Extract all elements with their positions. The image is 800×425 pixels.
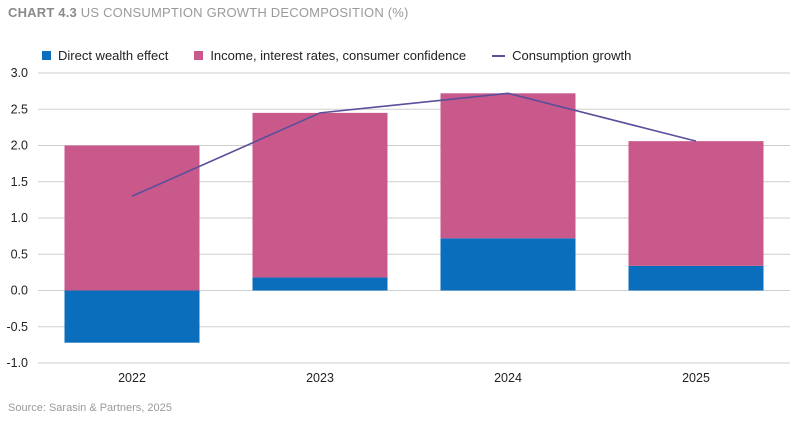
source-note: Source: Sarasin & Partners, 2025	[8, 402, 172, 414]
y-tick-label: 0.0	[11, 284, 28, 298]
bar-income	[628, 141, 764, 266]
bar-direct-wealth	[252, 277, 388, 291]
x-tick-label: 2022	[118, 371, 146, 385]
legend-item-income: Income, interest rates, consumer confide…	[194, 48, 466, 63]
y-tick-label: 3.0	[11, 66, 28, 80]
bar-income	[64, 145, 200, 291]
chart-title-text: US CONSUMPTION GROWTH DECOMPOSITION (%)	[80, 5, 409, 20]
bar-income	[252, 112, 388, 278]
y-tick-label: 0.5	[11, 247, 28, 261]
bar-income	[440, 93, 576, 239]
y-tick-label: 1.5	[11, 175, 28, 189]
legend: Direct wealth effect Income, interest ra…	[42, 48, 657, 63]
y-tick-label: 2.0	[11, 139, 28, 153]
chart-title: CHART 4.3 US CONSUMPTION GROWTH DECOMPOS…	[8, 5, 409, 20]
y-tick-label: 2.5	[11, 102, 28, 116]
x-tick-label: 2023	[306, 371, 334, 385]
legend-label-direct-wealth: Direct wealth effect	[58, 48, 169, 63]
legend-swatch-income	[194, 51, 204, 60]
x-tick-label: 2025	[682, 371, 710, 385]
legend-item-direct-wealth: Direct wealth effect	[42, 48, 168, 63]
legend-swatch-direct-wealth	[42, 51, 51, 60]
x-tick-label: 2024	[494, 371, 522, 385]
chart-number: CHART 4.3	[8, 5, 77, 20]
y-tick-label: 1.0	[11, 211, 28, 225]
legend-label-consumption: Consumption growth	[512, 48, 632, 63]
legend-item-consumption: Consumption growth	[492, 48, 631, 63]
y-tick-label: -1.0	[6, 356, 28, 370]
bar-direct-wealth	[64, 290, 200, 343]
line-consumption-growth	[131, 92, 697, 197]
legend-swatch-consumption	[492, 54, 506, 57]
bar-direct-wealth	[628, 265, 764, 291]
legend-label-income: Income, interest rates, consumer confide…	[210, 48, 467, 63]
bar-direct-wealth	[440, 238, 576, 291]
y-tick-label: -0.5	[6, 320, 28, 334]
